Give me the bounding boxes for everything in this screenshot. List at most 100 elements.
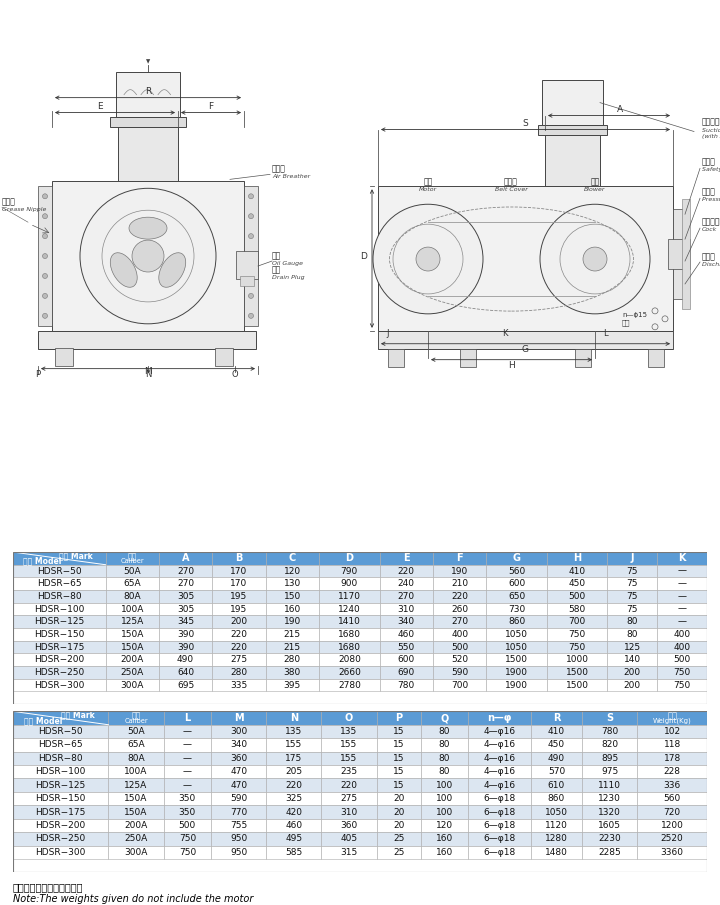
Text: 336: 336 bbox=[664, 781, 681, 790]
Text: HDSR−250: HDSR−250 bbox=[34, 668, 84, 677]
Bar bbox=[468, 738, 531, 751]
Bar bbox=[420, 751, 468, 765]
Text: 压力表: 压力表 bbox=[702, 187, 716, 196]
Text: 345: 345 bbox=[177, 617, 194, 626]
Text: —: — bbox=[183, 727, 192, 736]
Text: 220: 220 bbox=[341, 781, 358, 790]
Bar bbox=[420, 725, 468, 738]
Text: 220: 220 bbox=[230, 643, 248, 652]
Text: 118: 118 bbox=[664, 740, 681, 749]
Circle shape bbox=[42, 214, 48, 219]
Bar bbox=[13, 711, 109, 725]
Text: 300: 300 bbox=[230, 727, 248, 736]
Text: D: D bbox=[346, 553, 354, 564]
Text: 195: 195 bbox=[230, 605, 248, 614]
Text: 400: 400 bbox=[674, 643, 690, 652]
Bar bbox=[38, 186, 52, 326]
Bar bbox=[159, 615, 212, 628]
Bar bbox=[377, 833, 420, 845]
Bar bbox=[13, 603, 106, 615]
Text: M: M bbox=[144, 367, 152, 376]
Bar bbox=[486, 666, 547, 679]
Text: 860: 860 bbox=[548, 794, 565, 803]
Text: 125A: 125A bbox=[120, 617, 144, 626]
Bar bbox=[379, 603, 433, 615]
Bar bbox=[211, 738, 266, 751]
Bar bbox=[608, 590, 657, 603]
Bar bbox=[211, 819, 266, 833]
Text: 780: 780 bbox=[397, 681, 415, 690]
Text: 450: 450 bbox=[569, 579, 585, 588]
Bar bbox=[109, 738, 163, 751]
Bar bbox=[13, 725, 109, 738]
Bar bbox=[13, 666, 106, 679]
Text: Q: Q bbox=[441, 713, 449, 723]
Bar bbox=[377, 805, 420, 819]
Bar bbox=[109, 765, 163, 778]
Text: 335: 335 bbox=[230, 681, 248, 690]
Text: 700: 700 bbox=[569, 617, 586, 626]
Text: 1605: 1605 bbox=[598, 821, 621, 830]
Text: 270: 270 bbox=[451, 617, 468, 626]
Bar bbox=[608, 679, 657, 691]
Text: 1200: 1200 bbox=[661, 821, 683, 830]
Circle shape bbox=[540, 205, 650, 314]
Bar bbox=[433, 679, 486, 691]
Text: 790: 790 bbox=[341, 567, 358, 576]
Text: 260: 260 bbox=[451, 605, 468, 614]
Text: 460: 460 bbox=[285, 821, 302, 830]
Bar bbox=[109, 792, 163, 805]
Bar bbox=[379, 628, 433, 641]
Text: 皮带罩: 皮带罩 bbox=[504, 177, 518, 186]
Text: (with Air Filter): (with Air Filter) bbox=[702, 135, 720, 139]
Bar bbox=[657, 641, 707, 653]
Bar bbox=[378, 331, 673, 348]
Text: 2230: 2230 bbox=[598, 834, 621, 843]
Bar bbox=[321, 711, 377, 725]
Text: 280: 280 bbox=[284, 655, 301, 664]
Bar bbox=[212, 628, 266, 641]
Bar bbox=[319, 641, 379, 653]
Text: 340: 340 bbox=[230, 740, 248, 749]
Bar bbox=[13, 738, 109, 751]
Bar bbox=[486, 603, 547, 615]
Text: 270: 270 bbox=[177, 579, 194, 588]
Text: 700: 700 bbox=[451, 681, 468, 690]
Text: 80A: 80A bbox=[123, 592, 141, 601]
Bar bbox=[547, 666, 608, 679]
Text: 6—φ18: 6—φ18 bbox=[483, 848, 516, 857]
Circle shape bbox=[42, 273, 48, 279]
Text: 记号 Mark: 记号 Mark bbox=[61, 710, 95, 719]
Text: 550: 550 bbox=[397, 643, 415, 652]
Bar bbox=[433, 615, 486, 628]
Bar bbox=[547, 565, 608, 577]
Text: 4—φ16: 4—φ16 bbox=[484, 740, 516, 749]
Text: 4—φ16: 4—φ16 bbox=[484, 727, 516, 736]
Bar bbox=[377, 819, 420, 833]
Bar bbox=[420, 778, 468, 792]
Bar bbox=[486, 679, 547, 691]
Bar bbox=[377, 725, 420, 738]
Text: 460: 460 bbox=[397, 630, 415, 639]
Bar bbox=[582, 751, 637, 765]
Bar bbox=[378, 186, 673, 331]
Bar bbox=[608, 615, 657, 628]
Text: S: S bbox=[523, 119, 528, 128]
Text: HDSR−80: HDSR−80 bbox=[38, 754, 83, 763]
Bar bbox=[266, 679, 319, 691]
Bar bbox=[420, 711, 468, 725]
Text: 100A: 100A bbox=[125, 767, 148, 776]
Bar bbox=[211, 778, 266, 792]
Bar bbox=[486, 628, 547, 641]
Bar bbox=[106, 590, 159, 603]
Text: 75: 75 bbox=[626, 605, 638, 614]
Text: P: P bbox=[35, 369, 40, 378]
Bar bbox=[657, 679, 707, 691]
Circle shape bbox=[42, 233, 48, 239]
Text: N: N bbox=[290, 713, 298, 723]
Bar bbox=[13, 805, 109, 819]
Bar bbox=[13, 653, 106, 666]
Bar bbox=[608, 653, 657, 666]
Bar bbox=[468, 725, 531, 738]
Bar bbox=[321, 833, 377, 845]
